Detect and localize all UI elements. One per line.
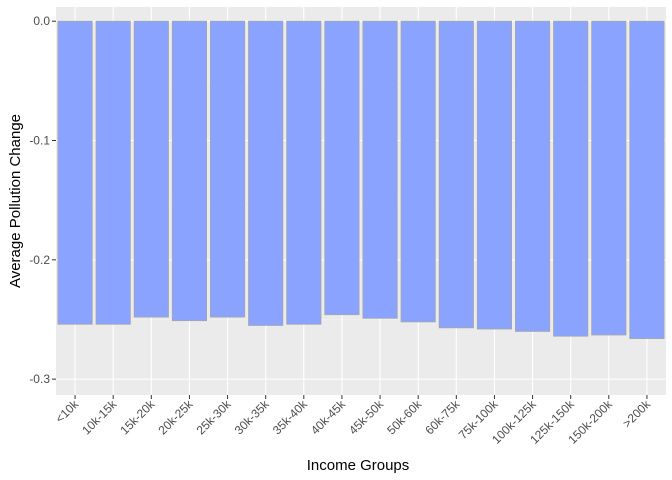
bar	[248, 20, 284, 326]
bar	[553, 20, 589, 337]
y-axis: 0.0 -0.1 -0.2 -0.3	[29, 14, 56, 386]
x-axis-title: Income Groups	[307, 457, 410, 474]
bar	[591, 20, 627, 336]
x-tick-label: <10k	[53, 397, 82, 426]
bar	[324, 20, 360, 316]
bar	[476, 20, 512, 330]
y-tick-label: -0.3	[29, 372, 50, 386]
bar	[171, 20, 207, 322]
bar	[629, 20, 665, 339]
bar	[57, 20, 93, 325]
x-axis: <10k10k-15k15k-20k20k-25k25k-30k30k-35k3…	[53, 395, 654, 447]
x-tick-label: 25k-30k	[194, 397, 235, 438]
y-axis-title: Average Pollution Change	[7, 114, 24, 288]
x-tick-label: 45k-50k	[346, 397, 387, 438]
x-tick-label: 15k-20k	[117, 397, 158, 438]
bar	[210, 20, 246, 318]
x-tick-label: 50k-60k	[384, 397, 425, 438]
y-tick-label: -0.1	[29, 134, 50, 148]
x-tick-label: 30k-35k	[232, 397, 273, 438]
y-tick-label: -0.2	[29, 253, 50, 267]
bars	[57, 20, 665, 339]
x-tick-label: 20k-25k	[155, 397, 196, 438]
y-tick-label: 0.0	[33, 14, 50, 28]
bar	[515, 20, 551, 332]
bar	[95, 20, 131, 325]
bar	[286, 20, 322, 325]
x-tick-label: 10k-15k	[79, 397, 120, 438]
bar	[133, 20, 169, 318]
x-tick-label: 35k-40k	[270, 397, 311, 438]
bar	[438, 20, 474, 329]
bar	[400, 20, 436, 323]
x-tick-label: >200k	[620, 397, 654, 431]
x-tick-label: 40k-45k	[308, 397, 349, 438]
bar	[362, 20, 398, 319]
